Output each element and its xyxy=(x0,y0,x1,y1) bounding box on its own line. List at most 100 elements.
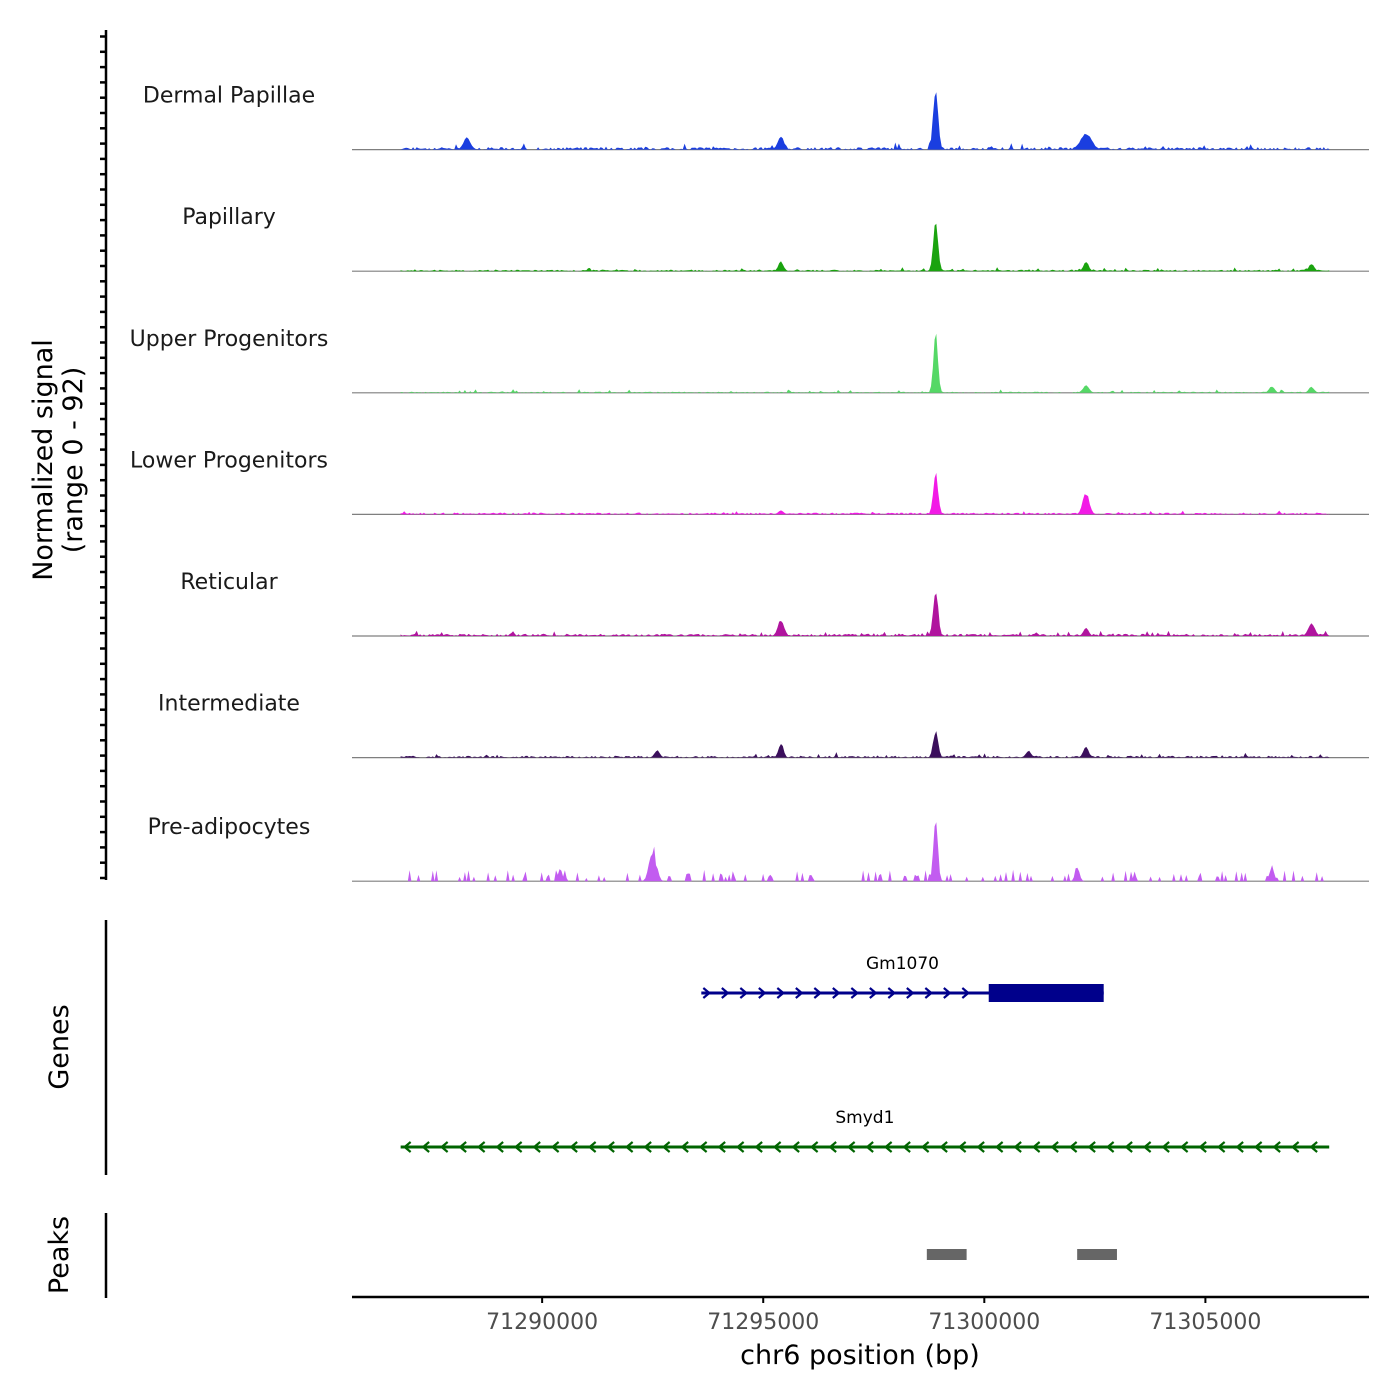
strand-arrow-icon xyxy=(1216,1141,1226,1153)
strand-arrow-icon xyxy=(776,987,786,999)
strand-arrow-icon xyxy=(902,1141,911,1153)
strand-arrow-icon xyxy=(809,1141,819,1153)
x-axis-ticks: 71290000 71295000 71300000 71305000 xyxy=(486,1297,1261,1335)
y-axis-title: Normalized signal xyxy=(28,339,59,581)
strand-arrow-icon xyxy=(1087,1141,1096,1153)
x-tick-label: 71295000 xyxy=(707,1310,819,1335)
strand-arrow-icon xyxy=(1253,1141,1263,1153)
strand-arrow-icon xyxy=(1290,1141,1300,1153)
track-pre-adipocytes: Pre-adipocytes xyxy=(148,815,1369,882)
coverage-area xyxy=(400,223,1330,272)
strand-arrow-icon xyxy=(421,1141,430,1153)
track-dermal-papillae: Dermal Papillae xyxy=(143,84,1369,151)
strand-arrow-icon xyxy=(828,1141,837,1153)
track-lower-progenitors: Lower Progenitors xyxy=(130,448,1369,516)
track-papillary: Papillary xyxy=(182,205,1369,272)
strand-arrow-icon xyxy=(702,987,712,999)
strand-arrow-icon xyxy=(569,1141,578,1153)
peak-marks xyxy=(926,1249,1117,1260)
strand-arrow-icon xyxy=(532,1141,541,1153)
genes-panel-label: Genes xyxy=(44,1004,75,1089)
strand-arrow-icon xyxy=(1272,1141,1281,1153)
coverage-area xyxy=(400,593,1330,636)
gene-exon xyxy=(988,984,1104,1002)
strand-arrow-icon xyxy=(739,987,749,999)
x-axis-title: chr6 position (bp) xyxy=(740,1340,980,1371)
strand-arrow-icon xyxy=(887,987,897,999)
coverage-area xyxy=(400,731,1330,758)
strand-arrow-icon xyxy=(624,1141,634,1153)
track-label: Lower Progenitors xyxy=(130,448,328,473)
strand-arrow-icon xyxy=(1013,1141,1022,1153)
strand-arrow-icon xyxy=(961,987,971,999)
track-upper-progenitors: Upper Progenitors xyxy=(130,327,1369,394)
strand-arrow-icon xyxy=(1050,1141,1059,1153)
strand-arrow-icon xyxy=(1124,1141,1133,1153)
strand-arrow-icon xyxy=(1142,1141,1152,1153)
coverage-area xyxy=(400,92,1330,150)
y-axis-range-label: (range 0 - 92) xyxy=(58,367,89,554)
strand-arrow-icon xyxy=(661,1141,671,1153)
gene-label: Smyd1 xyxy=(835,1108,894,1128)
signal-y-ticks xyxy=(100,35,106,880)
strand-arrow-icon xyxy=(721,987,730,999)
strand-arrow-icon xyxy=(976,1141,985,1153)
strand-arrow-icon xyxy=(643,1141,652,1153)
gene-label: Gm1070 xyxy=(866,954,939,974)
strand-arrow-icon xyxy=(1309,1141,1318,1153)
coverage-area xyxy=(400,822,1330,882)
x-tick-label: 71290000 xyxy=(486,1310,598,1335)
strand-arrow-icon xyxy=(1031,1141,1041,1153)
strand-arrow-icon xyxy=(883,1141,893,1153)
strand-arrow-icon xyxy=(717,1141,726,1153)
strand-arrow-icon xyxy=(1179,1141,1189,1153)
x-tick-label: 71300000 xyxy=(928,1310,1040,1335)
peak-region-0 xyxy=(926,1249,967,1260)
strand-arrow-icon xyxy=(924,987,934,999)
strand-arrow-icon xyxy=(1161,1141,1170,1153)
strand-arrow-icon xyxy=(906,987,915,999)
strand-arrow-icon xyxy=(1105,1141,1115,1153)
strand-arrow-icon xyxy=(513,1141,523,1153)
strand-arrow-icon xyxy=(994,1141,1004,1153)
coverage-tracks: Dermal Papillae Papillary Upper Progenitor… xyxy=(130,84,1369,882)
track-label: Intermediate xyxy=(158,692,300,717)
strand-arrow-icon xyxy=(869,987,878,999)
strand-arrow-icon xyxy=(550,1141,560,1153)
strand-arrow-icon xyxy=(791,1141,800,1153)
strand-arrow-icon xyxy=(1235,1141,1244,1153)
coverage-area xyxy=(400,472,1330,515)
track-label: Papillary xyxy=(182,205,276,230)
strand-arrow-icon xyxy=(495,1141,504,1153)
strand-arrow-icon xyxy=(943,987,952,999)
strand-arrow-icon xyxy=(402,1141,412,1153)
strand-arrow-icon xyxy=(587,1141,597,1153)
strand-arrow-icon xyxy=(439,1141,449,1153)
strand-arrow-icon xyxy=(735,1141,745,1153)
coverage-area xyxy=(400,333,1330,393)
gene-smyd1: Smyd1 xyxy=(400,1108,1330,1153)
track-intermediate: Intermediate xyxy=(158,692,1369,759)
strand-arrow-icon xyxy=(939,1141,948,1153)
strand-arrow-icon xyxy=(846,1141,856,1153)
strand-arrow-icon xyxy=(606,1141,615,1153)
strand-arrow-icon xyxy=(1198,1141,1207,1153)
gene-gm1070: Gm1070 xyxy=(701,954,1104,1002)
strand-arrow-icon xyxy=(476,1141,486,1153)
peak-region-1 xyxy=(1077,1249,1117,1260)
strand-arrow-icon xyxy=(865,1141,874,1153)
peaks-panel: Peaks xyxy=(44,1213,1117,1298)
strand-arrow-icon xyxy=(698,1141,708,1153)
genes-panel: Genes Gm1070 Smyd1 xyxy=(44,920,1330,1175)
track-label: Reticular xyxy=(180,570,278,595)
strand-arrow-icon xyxy=(795,987,804,999)
strand-arrow-icon xyxy=(458,1141,467,1153)
strand-arrow-icon xyxy=(920,1141,930,1153)
strand-arrow-icon xyxy=(758,987,767,999)
x-axis: 71290000 71295000 71300000 71305000 chr6 po… xyxy=(352,1295,1369,1371)
strand-arrow-icon xyxy=(813,987,823,999)
strand-arrow-icon xyxy=(754,1141,763,1153)
strand-arrow-icon xyxy=(850,987,860,999)
